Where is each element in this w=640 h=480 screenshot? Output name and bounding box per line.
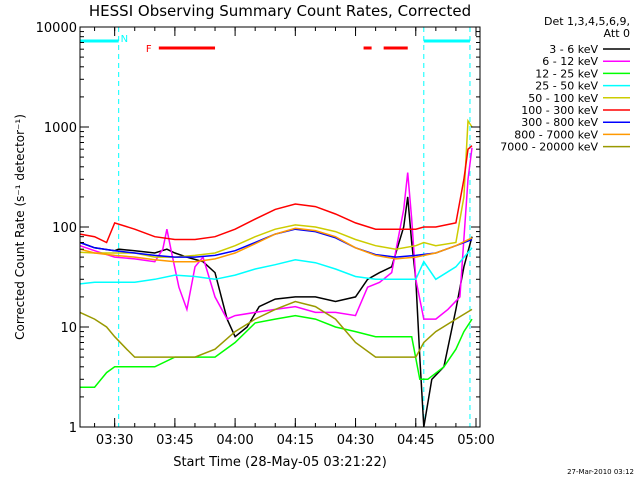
legend-label: 100 - 300 keV bbox=[521, 104, 598, 117]
x-tick-label: 04:15 bbox=[277, 433, 314, 448]
legend-label: 3 - 6 keV bbox=[549, 43, 598, 56]
x-tick-label: 04:00 bbox=[216, 433, 253, 448]
legend-label: 25 - 50 keV bbox=[535, 80, 598, 93]
x-tick-label: 04:45 bbox=[397, 433, 434, 448]
plot-series bbox=[79, 118, 473, 428]
x-tick-label: 03:30 bbox=[96, 433, 133, 448]
series-line-100-300-kev bbox=[79, 145, 473, 244]
legend-label: 50 - 100 keV bbox=[528, 92, 598, 105]
x-axis-label: Start Time (28-May-05 03:21:22) bbox=[173, 455, 387, 470]
x-axis: 03:30 03:45 04:00 04:15 04:30 04:45 05:00 bbox=[94, 27, 495, 448]
y-tick-label: 10 bbox=[60, 321, 77, 336]
night-flag-label: N bbox=[121, 34, 128, 45]
series-line-800-7000-kev bbox=[79, 227, 473, 263]
y-tick-label: 10000 bbox=[36, 21, 77, 36]
y-tick-label: 100 bbox=[52, 221, 77, 236]
series-line-12-25-kev bbox=[80, 314, 473, 388]
x-tick-label: 05:00 bbox=[457, 433, 494, 448]
series-line-25-50-kev bbox=[79, 247, 473, 285]
legend-header-line-1: Det 1,3,4,5,6,9, bbox=[544, 15, 630, 28]
y-axis-label: Corrected Count Rate (s⁻¹ detector⁻¹) bbox=[13, 114, 27, 340]
legend-label: 300 - 800 keV bbox=[521, 116, 598, 129]
legend-label: 800 - 7000 keV bbox=[514, 128, 598, 141]
y-axis: 1 10 100 1000 10000 bbox=[36, 21, 480, 436]
y-tick-label: 1000 bbox=[44, 121, 77, 136]
x-tick-label: 03:45 bbox=[156, 433, 193, 448]
flare-flag-label: F bbox=[146, 44, 152, 55]
series-line-50-100-kev bbox=[79, 118, 473, 258]
chart-title: HESSI Observing Summary Count Rates, Cor… bbox=[89, 2, 471, 20]
y-tick-label: 1 bbox=[69, 421, 77, 436]
legend-label: 12 - 25 keV bbox=[535, 67, 598, 80]
x-tick-label: 04:30 bbox=[337, 433, 374, 448]
legend-header-line-2: Att 0 bbox=[604, 27, 630, 40]
series-line-6-12-kev bbox=[79, 147, 473, 321]
series-line-7000-20000-kev bbox=[79, 300, 473, 358]
legend-label: 7000 - 20000 keV bbox=[500, 141, 598, 154]
footer-timestamp: 27-Mar-2010 03:12 bbox=[567, 468, 634, 476]
legend-label: 6 - 12 keV bbox=[542, 55, 598, 68]
